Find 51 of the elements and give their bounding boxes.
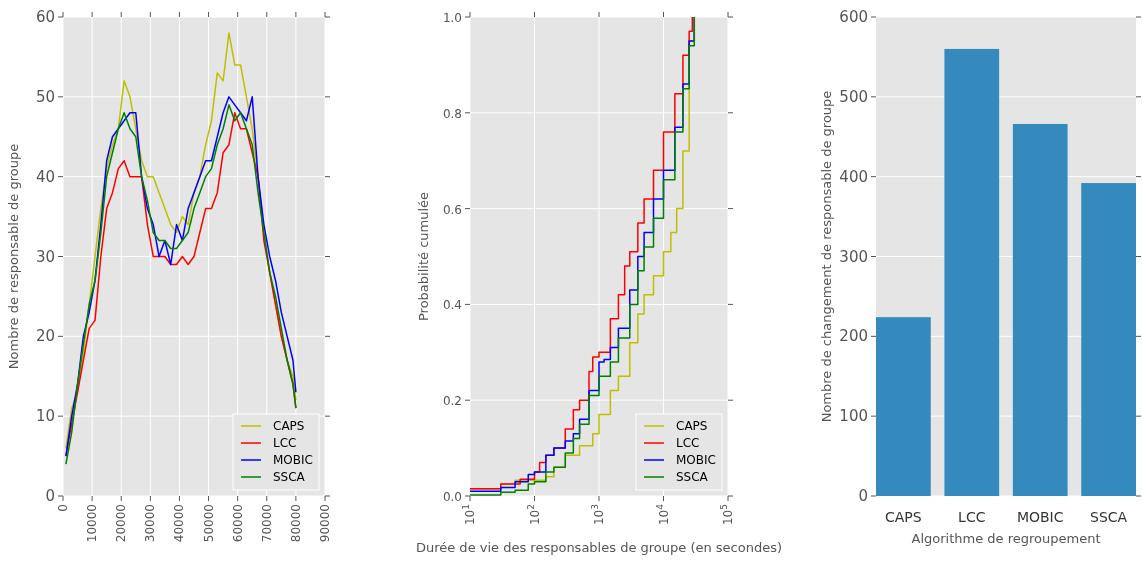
x-tick-label: 50000 bbox=[201, 504, 216, 543]
legend-label: SSCA bbox=[676, 470, 709, 484]
y-tick-label: 0.2 bbox=[442, 394, 462, 409]
x-tick-label: 0 bbox=[56, 504, 70, 512]
y-tick-label: 0.6 bbox=[442, 202, 462, 217]
y-tick-label: 300 bbox=[839, 247, 868, 266]
y-axis-title: Probabilité cumulée bbox=[416, 191, 431, 322]
y-tick-label: 100 bbox=[839, 407, 868, 426]
y-tick-label: 20 bbox=[35, 327, 55, 346]
x-tick-label: 90000 bbox=[318, 504, 332, 543]
y-tick-label: 400 bbox=[839, 167, 868, 186]
legend-label: MOBIC bbox=[273, 453, 313, 467]
y-axis-title: Nombre de changement de responsable de groupe bbox=[819, 90, 834, 423]
y-tick-label: 0.4 bbox=[442, 298, 462, 313]
bar bbox=[876, 317, 931, 496]
x-tick-label: 40000 bbox=[172, 504, 187, 543]
legend-label: LCC bbox=[676, 436, 700, 450]
legend-label: LCC bbox=[273, 436, 297, 450]
y-tick-label: 600 bbox=[839, 8, 868, 26]
y-tick-label: 200 bbox=[839, 327, 868, 346]
x-axis-title: Durée de vie des responsables de groupe (en secondes) bbox=[415, 540, 783, 555]
x-tick-label: 70000 bbox=[259, 504, 274, 543]
y-tick-label: 0 bbox=[858, 487, 868, 505]
x-tick-label: 10000 bbox=[85, 504, 100, 543]
y-tick-label: 0.0 bbox=[442, 490, 462, 504]
y-axis-title: Nombre de responsable de groupe bbox=[6, 143, 21, 370]
x-tick-label: 60000 bbox=[230, 504, 245, 543]
y-tick-label: 60 bbox=[35, 8, 55, 26]
legend-label: MOBIC bbox=[676, 453, 716, 467]
legend-label: SSCA bbox=[273, 470, 306, 484]
y-tick-label: 1.0 bbox=[442, 11, 462, 25]
x-tick-label: 80000 bbox=[288, 504, 303, 543]
legend-label: CAPS bbox=[273, 419, 305, 433]
x-tick-label: CAPS bbox=[885, 509, 922, 525]
x-tick-label: LCC bbox=[958, 509, 986, 525]
y-tick-label: 40 bbox=[35, 167, 55, 186]
x-tick-label: 30000 bbox=[143, 504, 158, 543]
legend-label: CAPS bbox=[676, 419, 708, 433]
x-tick-label: 20000 bbox=[114, 504, 129, 543]
x-tick-label: MOBIC bbox=[1016, 509, 1064, 525]
bar bbox=[1081, 183, 1136, 496]
y-tick-label: 50 bbox=[35, 87, 55, 106]
bar bbox=[944, 48, 1000, 496]
y-tick-label: 500 bbox=[839, 87, 868, 106]
x-axis-title: Algorithme de regroupement bbox=[911, 531, 1101, 546]
x-tick-label: SSCA bbox=[1090, 509, 1128, 525]
y-tick-label: 0.8 bbox=[442, 106, 462, 121]
y-tick-label: 30 bbox=[35, 247, 55, 266]
bar bbox=[1012, 123, 1068, 496]
y-tick-label: 0 bbox=[45, 487, 55, 505]
y-tick-label: 10 bbox=[35, 407, 55, 426]
